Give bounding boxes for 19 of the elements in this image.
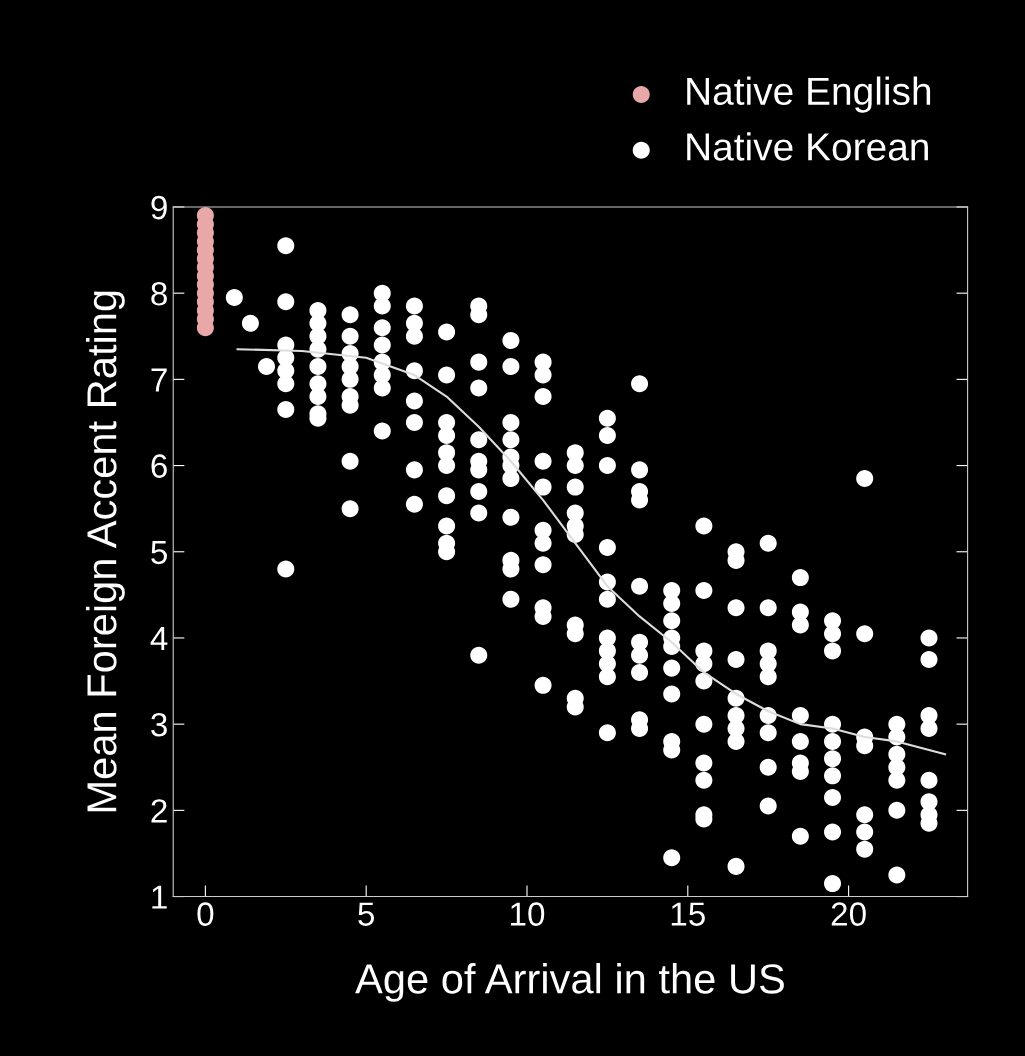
y-axis-title: Mean Foreign Accent Rating xyxy=(85,291,125,812)
y-tick-label: 8 xyxy=(151,281,167,306)
x-tick-label: 0 xyxy=(197,902,214,926)
y-tick-label: 4 xyxy=(150,627,168,651)
y-tick-label: 3 xyxy=(151,712,167,737)
legend-label: Native Korean xyxy=(687,132,928,161)
x-tick-label: 15 xyxy=(671,902,705,926)
y-tick-label: 7 xyxy=(151,368,167,392)
y-tick-label: 9 xyxy=(151,195,167,220)
y-tick-label: 1 xyxy=(152,885,167,909)
y-tick-label: 6 xyxy=(151,454,167,478)
x-tick-label: 5 xyxy=(358,902,375,926)
y-tick-label: 5 xyxy=(151,540,167,565)
line-series xyxy=(236,348,947,756)
x-tick-label: 20 xyxy=(831,902,866,926)
legend-label: Native English xyxy=(687,76,931,113)
x-axis-title: Age of Arrival in the US xyxy=(355,963,784,1002)
x-tick-label: 10 xyxy=(511,902,545,926)
y-tick-label: 2 xyxy=(151,799,167,823)
